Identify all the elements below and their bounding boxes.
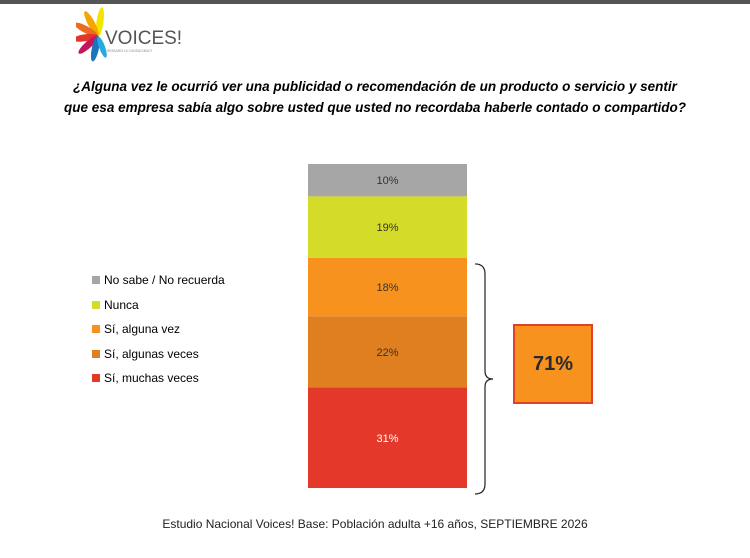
- bar-label-2: 18%: [376, 282, 398, 294]
- bar-label-1: 19%: [376, 222, 398, 234]
- legend-swatch: [92, 349, 100, 358]
- bar-segment-1: [308, 196, 467, 258]
- legend-item: Sí, alguna vez: [92, 317, 225, 342]
- legend-item: Nunca: [92, 293, 225, 318]
- legend-label: No sabe / No recuerda: [104, 273, 225, 288]
- bar-segment-3: [308, 316, 467, 388]
- footer-source: Estudio Nacional Voices! Base: Población…: [162, 517, 588, 531]
- bar-segment-2: [308, 257, 467, 317]
- legend-item: Sí, algunas veces: [92, 342, 225, 367]
- question-title: ¿Alguna vez le ocurrió ver una publicida…: [64, 79, 686, 115]
- bracket: [474, 263, 494, 495]
- bar-label-0: 10%: [376, 175, 398, 187]
- legend-label: Sí, algunas veces: [104, 346, 199, 361]
- top-border: [0, 0, 750, 4]
- legend-label: Nunca: [104, 297, 139, 312]
- legend-swatch: [92, 276, 100, 285]
- bar-label-3: 22%: [376, 347, 398, 359]
- total-highlight-box: 71%: [513, 324, 593, 404]
- legend-label: Sí, alguna vez: [104, 322, 181, 337]
- legend-label: Sí, muchas veces: [104, 371, 199, 386]
- legend-swatch: [92, 300, 100, 309]
- bar-segment-0: [308, 164, 467, 197]
- legend-swatch: [92, 374, 100, 383]
- bar-label-4: 31%: [376, 433, 398, 445]
- legend-item: Sí, muchas veces: [92, 366, 225, 391]
- chart-legend: No sabe / No recuerda Nunca Sí, alguna vez…: [92, 268, 225, 391]
- logo-text: VOICES!: [105, 28, 182, 49]
- legend-swatch: [92, 325, 100, 334]
- legend-item: No sabe / No recuerda: [92, 268, 225, 293]
- logo-tagline: RESEARCH & CONSULTANCY: [107, 49, 153, 53]
- voices-logo: VOICES! RESEARCH & CONSULTANCY: [76, 7, 182, 62]
- bar-segment-4: [308, 387, 467, 488]
